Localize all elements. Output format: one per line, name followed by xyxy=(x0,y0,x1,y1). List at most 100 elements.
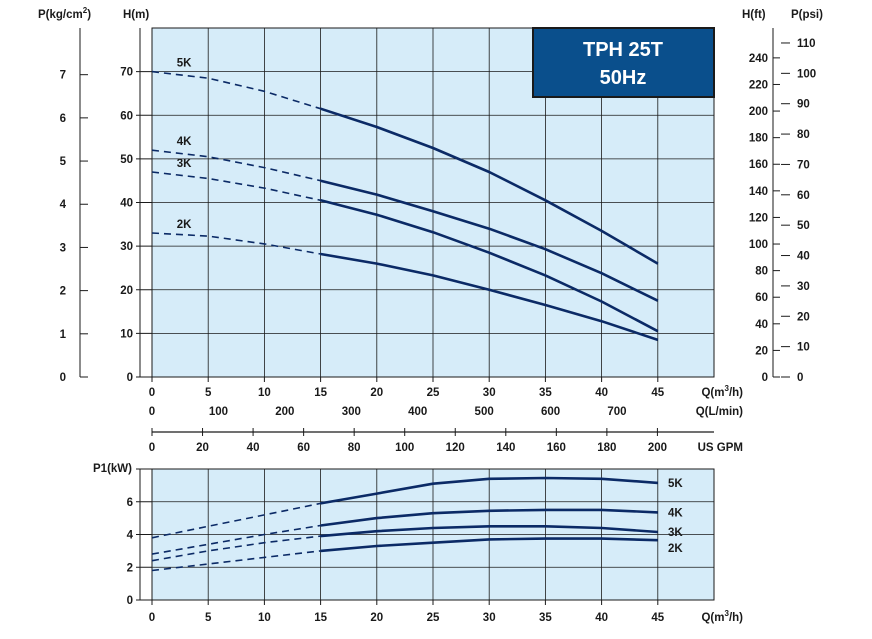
power-flow-tick-label: 45 xyxy=(651,612,664,624)
chart-title: TPH 25T xyxy=(583,39,663,61)
head-curve-2k-dashed xyxy=(151,232,321,255)
power-curve-5k-dashed xyxy=(151,502,321,539)
y-power-label: P1(kW) xyxy=(93,463,132,475)
head-tick-label: 60 xyxy=(120,110,133,122)
flow-m3h-tick-label: 35 xyxy=(539,387,552,399)
flow-gpm-tick-label: 160 xyxy=(547,442,566,454)
power-curve-label-5k: 5K xyxy=(668,478,683,490)
power-flow-tick-label: 0 xyxy=(149,612,155,624)
power-y-axis: 0 2 4 6 xyxy=(127,468,152,607)
power-curve-3k-solid xyxy=(320,525,658,538)
flow-m3h-tick-label: 15 xyxy=(314,387,327,399)
flow-gpm-tick-label: 20 xyxy=(196,442,209,454)
head-tick-label: 50 xyxy=(120,154,133,166)
power-flow-tick-label: 40 xyxy=(595,612,608,624)
power-curve-labels: 5K 4K 3K 2K xyxy=(668,478,683,555)
x-flow-m3h-axis: 0 5 10 15 20 25 30 35 40 45 Q(m3/h) xyxy=(149,377,743,399)
head-ft-tick-label: 220 xyxy=(749,79,768,91)
head-curve-3k-dashed xyxy=(151,171,321,202)
flow-lmin-tick-label: 600 xyxy=(541,406,560,418)
head-tick-label: 70 xyxy=(120,67,133,79)
left-head-axis: 0 10 20 30 40 50 60 70 xyxy=(120,28,152,384)
psi-tick-label: 110 xyxy=(797,38,816,50)
psi-tick-label: 60 xyxy=(797,190,810,202)
head-curve-labels: 5K 4K 3K 2K xyxy=(177,58,192,231)
power-curve-2k-dashed xyxy=(151,550,321,572)
flow-m3h-tick-label: 0 xyxy=(149,387,155,399)
pressure-kg-tick-label: 1 xyxy=(60,329,67,341)
power-flow-tick-label: 10 xyxy=(258,612,271,624)
flow-m3h-tick-label: 40 xyxy=(595,387,608,399)
flow-lmin-tick-label: 100 xyxy=(209,406,228,418)
head-curve-5k-dashed xyxy=(151,70,321,110)
head-tick-label: 40 xyxy=(120,198,133,210)
head-curve-label-3k: 3K xyxy=(177,158,192,170)
pressure-kg-tick-label: 0 xyxy=(60,372,66,384)
psi-tick-label: 70 xyxy=(797,159,810,171)
head-ft-tick-label: 160 xyxy=(749,159,768,171)
power-curve-label-3k: 3K xyxy=(668,527,683,539)
y-left-head-label: H(m) xyxy=(123,9,149,21)
flow-m3h-tick-label: 5 xyxy=(205,387,212,399)
flow-lmin-tick-label: 700 xyxy=(607,406,626,418)
psi-tick-label: 100 xyxy=(797,68,816,80)
pressure-kg-tick-label: 3 xyxy=(60,242,66,254)
flow-lmin-tick-label: 400 xyxy=(408,406,427,418)
flow-gpm-unit-label: US GPM xyxy=(698,442,743,454)
head-curve-4k-dashed xyxy=(151,149,321,182)
psi-tick-label: 20 xyxy=(797,311,810,323)
head-ft-tick-label: 40 xyxy=(755,319,768,331)
flow-lmin-tick-label: 300 xyxy=(342,406,361,418)
power-tick-label: 0 xyxy=(127,595,133,607)
pressure-kg-tick-label: 6 xyxy=(60,113,66,125)
psi-tick-label: 0 xyxy=(797,372,803,384)
chart-subtitle: 50Hz xyxy=(600,67,647,89)
flow-gpm-tick-label: 200 xyxy=(648,442,667,454)
pressure-kg-tick-label: 5 xyxy=(60,156,67,168)
power-curve-5k-solid xyxy=(320,476,658,505)
power-curve-4k-solid xyxy=(320,508,658,527)
head-ft-tick-label: 100 xyxy=(749,239,768,251)
head-curve-label-4k: 4K xyxy=(177,136,192,148)
pressure-kg-tick-label: 7 xyxy=(60,70,66,82)
head-ft-tick-label: 240 xyxy=(749,53,768,65)
power-flow-tick-label: 35 xyxy=(539,612,552,624)
left-pressure-axis: 0 1 2 3 4 5 6 7 xyxy=(60,28,88,384)
head-curve-4k-solid xyxy=(320,179,659,302)
flow-gpm-tick-label: 140 xyxy=(496,442,515,454)
psi-tick-label: 80 xyxy=(797,129,810,141)
power-flow-tick-label: 20 xyxy=(370,612,383,624)
head-curve-label-5k: 5K xyxy=(177,58,192,70)
x-flow-gpm-axis: 0 20 40 60 80 100 120 140 160 180 200 US GPM xyxy=(149,428,743,454)
head-curve-2k-solid xyxy=(320,252,659,342)
y-left-pressure-label: P(kg/cm2) xyxy=(38,6,91,21)
power-x-axis: 0 5 10 15 20 25 30 35 40 45 Q(m3/h) xyxy=(149,600,743,624)
head-tick-label: 10 xyxy=(120,328,133,340)
power-gridlines xyxy=(152,469,714,600)
head-curves xyxy=(151,70,659,342)
flow-lmin-tick-label: 200 xyxy=(275,406,294,418)
flow-lmin-tick-label: 0 xyxy=(149,406,155,418)
power-flow-tick-label: 5 xyxy=(205,612,212,624)
head-ft-tick-label: 120 xyxy=(749,212,768,224)
flow-lmin-tick-label: 500 xyxy=(475,406,494,418)
psi-tick-label: 40 xyxy=(797,251,810,263)
right-psi-axis: 0 10 20 30 40 50 60 70 80 90 100 110 xyxy=(781,38,816,384)
head-curve-3k-solid xyxy=(320,199,659,333)
power-curves xyxy=(151,476,658,572)
head-ft-tick-label: 140 xyxy=(749,186,768,198)
power-curve-label-2k: 2K xyxy=(668,543,683,555)
flow-gpm-tick-label: 80 xyxy=(348,442,361,454)
head-ft-tick-label: 180 xyxy=(749,133,768,145)
pressure-kg-tick-label: 4 xyxy=(60,199,67,211)
flow-gpm-tick-label: 100 xyxy=(395,442,414,454)
power-flow-tick-label: 30 xyxy=(483,612,496,624)
psi-tick-label: 10 xyxy=(797,342,810,354)
head-tick-label: 0 xyxy=(127,372,133,384)
power-curve-4k-dashed xyxy=(151,524,321,555)
head-ft-tick-label: 20 xyxy=(755,345,768,357)
flow-gpm-tick-label: 0 xyxy=(149,442,155,454)
flow-lmin-unit-label: Q(L/min) xyxy=(696,406,743,418)
y-right-psi-label: P(psi) xyxy=(791,9,823,21)
flow-m3h-tick-label: 20 xyxy=(370,387,383,399)
